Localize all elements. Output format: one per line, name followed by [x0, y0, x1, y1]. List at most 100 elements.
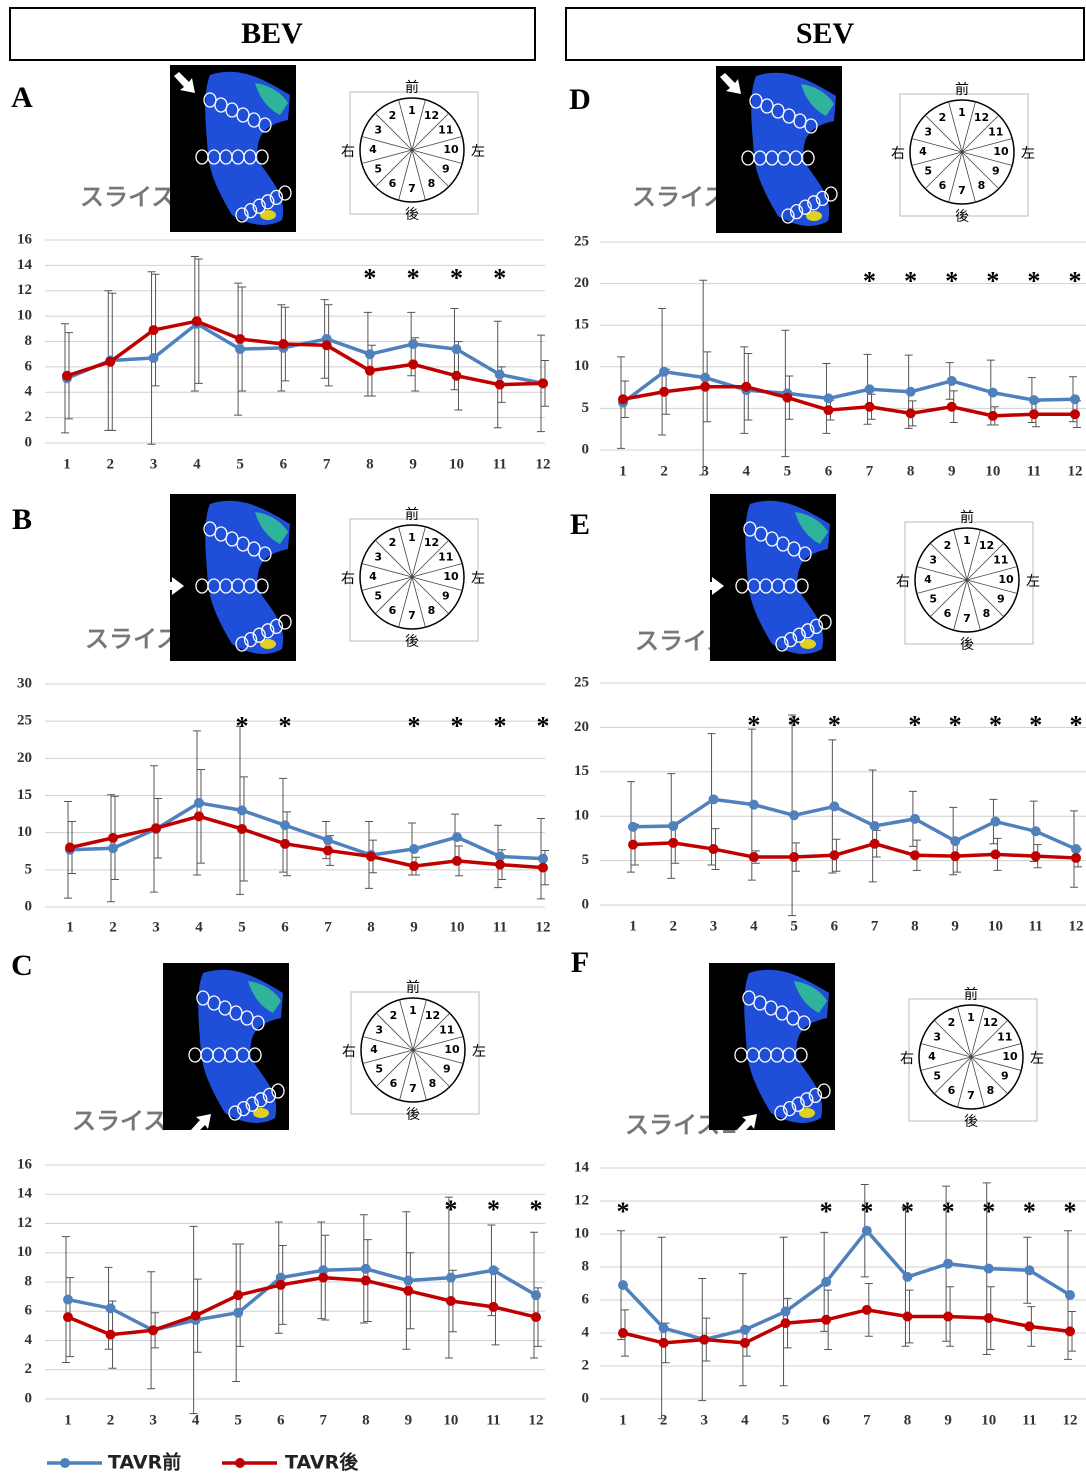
data-point	[275, 1272, 286, 1283]
clock-spoke	[957, 1056, 972, 1108]
ring-marker	[243, 631, 258, 648]
y-tick-label: 10	[17, 308, 32, 324]
x-tick-label: 8	[904, 1412, 912, 1428]
x-tick-label: 8	[362, 1412, 370, 1428]
sector-label: 9	[1001, 1070, 1009, 1083]
clock-spoke	[361, 576, 413, 591]
direction-label: 左	[472, 1044, 486, 1060]
panel-letter: C	[11, 949, 33, 982]
clock-spoke	[398, 149, 413, 201]
clock-spoke	[970, 1043, 1022, 1058]
ring-marker	[235, 207, 249, 223]
clock-spoke	[398, 99, 413, 151]
significance-mark: *	[363, 264, 376, 293]
direction-label: 前	[405, 506, 419, 523]
hotspot	[800, 639, 816, 649]
data-point	[739, 1324, 750, 1335]
ring-marker	[794, 1047, 808, 1063]
sector-label: 6	[389, 177, 397, 190]
data-point	[63, 1294, 73, 1305]
ring-marker	[278, 614, 292, 630]
ring-marker	[789, 203, 804, 220]
y-tick-label: 6	[582, 1291, 590, 1307]
x-tick-label: 2	[660, 1412, 668, 1428]
x-tick-label: 12	[536, 456, 551, 472]
x-tick-label: 2	[670, 918, 678, 934]
data-point	[628, 839, 638, 850]
data-point	[829, 850, 840, 861]
x-tick-label: 11	[1029, 918, 1043, 934]
sector-label: 3	[933, 1031, 941, 1044]
direction-label: 左	[1030, 1051, 1044, 1067]
x-tick-label: 1	[66, 919, 74, 935]
sector-label: 1	[408, 104, 416, 117]
y-tick-label: 14	[17, 1186, 33, 1202]
hotspot	[806, 211, 822, 221]
ring-marker	[271, 1083, 285, 1099]
clock-spoke	[924, 114, 963, 153]
data-point	[864, 401, 875, 412]
significance-mark: *	[820, 1197, 833, 1226]
sector-label: 12	[424, 536, 439, 549]
sector-label: 11	[439, 1024, 454, 1037]
clock-spoke	[948, 101, 963, 153]
header-box	[9, 7, 536, 61]
direction-label: 左	[1021, 146, 1035, 162]
x-tick-label: 5	[790, 918, 798, 934]
ring-marker	[261, 194, 275, 210]
clock-spoke	[961, 151, 1013, 166]
data-point	[950, 836, 961, 847]
x-tick-label: 3	[701, 463, 709, 479]
x-tick-label: 12	[1068, 463, 1083, 479]
sector-label: 6	[944, 607, 952, 620]
data-point	[531, 1312, 541, 1323]
ring-marker	[243, 202, 258, 219]
direction-label: 前	[960, 509, 974, 526]
data-point	[408, 359, 419, 370]
y-tick-label: 5	[582, 852, 590, 868]
y-tick-label: 16	[17, 231, 33, 247]
sector-label: 6	[389, 604, 397, 617]
data-point	[987, 410, 998, 421]
sector-label: 5	[933, 1070, 941, 1083]
ring-marker	[269, 618, 284, 635]
data-point	[946, 375, 957, 386]
ring-marker	[817, 1083, 831, 1099]
data-point	[821, 1314, 832, 1325]
y-tick-label: 14	[574, 1159, 590, 1175]
data-point	[1071, 844, 1081, 855]
x-tick-label: 9	[409, 456, 417, 472]
sector-label: 1	[967, 1011, 975, 1024]
clock-spoke	[924, 151, 963, 190]
sector-label: 3	[374, 124, 382, 137]
clock-spoke	[411, 99, 426, 151]
data-point	[191, 316, 202, 327]
clock-spoke	[412, 999, 427, 1051]
data-point	[451, 370, 462, 381]
data-point	[403, 1275, 414, 1286]
clock-spoke	[970, 1056, 985, 1108]
clock-spoke	[911, 138, 963, 153]
clock-spoke	[953, 579, 968, 631]
data-point	[902, 1271, 913, 1282]
data-point	[190, 1310, 201, 1321]
data-point	[280, 820, 290, 831]
clock-spoke	[374, 576, 413, 615]
sector-label: 11	[993, 554, 1008, 567]
direction-label: 前	[405, 79, 419, 96]
aorta-highlight	[248, 981, 281, 1013]
arrow	[736, 1114, 757, 1135]
y-tick-label: 25	[574, 674, 589, 690]
hotspot	[260, 210, 276, 220]
sector-label: 5	[375, 1063, 383, 1076]
x-tick-label: 7	[323, 456, 331, 472]
ring-marker	[262, 1087, 277, 1104]
significance-mark: *	[530, 1195, 543, 1224]
data-point	[318, 1272, 329, 1283]
clock-spoke	[970, 1006, 985, 1058]
data-point	[452, 832, 462, 843]
data-point	[1028, 409, 1039, 420]
sector-label: 11	[997, 1031, 1012, 1044]
sector-label: 7	[408, 609, 416, 622]
clock-spoke	[911, 151, 963, 166]
